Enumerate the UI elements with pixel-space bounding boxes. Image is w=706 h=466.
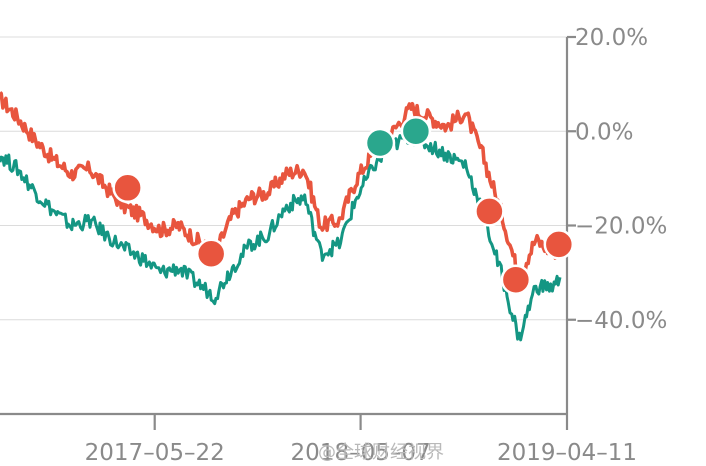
event-marker (400, 116, 432, 147)
x-tick-label: 2019–04–11 (497, 440, 637, 466)
event-marker (364, 127, 396, 159)
event-marker (112, 172, 143, 204)
event-marker (474, 196, 505, 227)
event-marker (195, 238, 227, 270)
y-tick-label: 20.0% (575, 25, 648, 51)
tick-labels: 20.0% 0.0% −20.0% −40.0% 2017–05–22 2018–05–0… (85, 25, 668, 466)
axes (0, 35, 576, 430)
event-marker (543, 229, 575, 260)
series-line-2 (0, 130, 562, 342)
watermark-text: @全球财经视界 (318, 442, 444, 463)
y-tick-label: −40.0% (575, 308, 667, 334)
y-tick-label: −20.0% (575, 214, 667, 240)
event-markers (112, 116, 575, 295)
y-tick-label: 0.0% (575, 119, 633, 145)
x-tick-label: 2018–05–07 (291, 440, 431, 466)
x-tick-label: 2017–05–22 (85, 440, 225, 466)
series-line-1 (0, 91, 562, 287)
event-marker (500, 264, 532, 295)
series-lines (0, 91, 562, 342)
